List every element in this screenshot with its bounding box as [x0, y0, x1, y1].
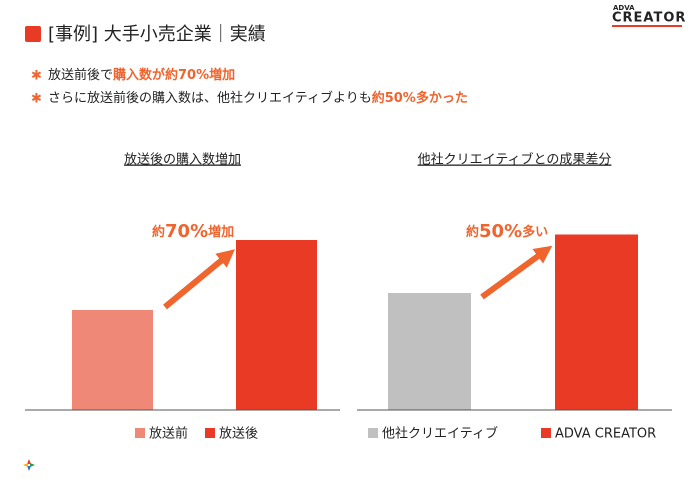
logo-small: ADVA	[613, 4, 635, 12]
chart-title: 他社クリエイティブとの成果差分	[418, 152, 612, 168]
bar	[236, 240, 317, 410]
bullet-mark: ✱	[31, 92, 42, 107]
bar	[388, 293, 471, 410]
annotation-part: 約	[466, 224, 479, 240]
legend-swatch	[368, 428, 378, 438]
bullet-text: さらに放送前後の購入数は、他社クリエイティブよりも約50%多かった	[48, 90, 468, 106]
bullet-segment: 約50%多かった	[372, 90, 468, 106]
annotation-part: 70%	[165, 221, 208, 242]
legend-label: 放送後	[219, 427, 258, 442]
arrow	[480, 245, 553, 300]
legend-label: ADVA CREATOR	[555, 427, 656, 442]
legend-label: 他社クリエイティブ	[382, 426, 498, 442]
annotation: 約50%多い	[466, 221, 548, 242]
bullet-segment: さらに放送前後の購入数は、他社クリエイティブよりも	[48, 90, 372, 106]
title-icon	[25, 26, 41, 42]
annotation-part: 増加	[208, 224, 234, 240]
bullet-text: 放送前後で購入数が約70%増加	[48, 67, 235, 83]
arrow	[163, 249, 235, 310]
legend-swatch	[205, 428, 215, 438]
annotation: 約70%増加	[152, 221, 234, 242]
footer-logo	[23, 459, 35, 471]
logo-big: CREATOR	[612, 11, 686, 26]
annotation-part: 約	[152, 224, 165, 240]
bullet-segment: 購入数が約70%増加	[112, 67, 235, 83]
legend-label: 放送前	[149, 426, 188, 442]
bar	[555, 234, 638, 410]
legend-swatch	[541, 428, 551, 438]
bullet-mark: ✱	[31, 69, 42, 84]
slide-title: [事例] 大手小売企業｜実績	[48, 24, 266, 45]
bullet-segment: 放送前後で	[48, 67, 113, 83]
logo-underline	[612, 25, 682, 27]
chart-title: 放送後の購入数増加	[124, 153, 241, 168]
legend-swatch	[135, 428, 145, 438]
annotation-part: 多い	[522, 224, 548, 240]
bar	[72, 310, 153, 410]
annotation-part: 50%	[479, 221, 522, 242]
